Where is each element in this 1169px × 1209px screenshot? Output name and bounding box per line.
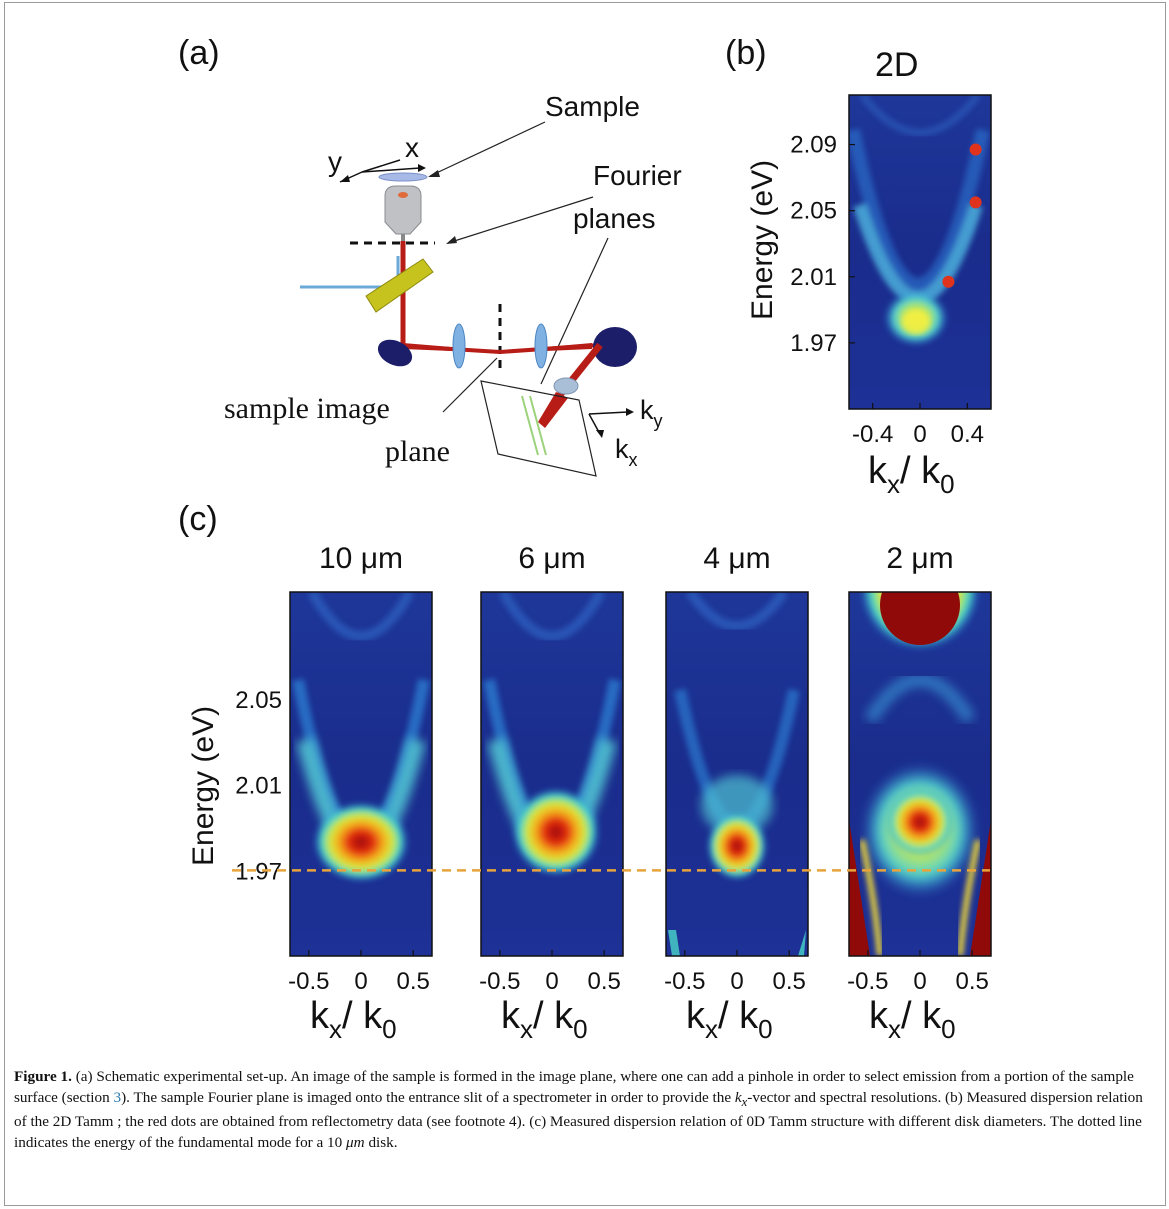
fourier-label-1: Fourier xyxy=(593,160,682,191)
red-dot-3 xyxy=(969,143,982,156)
image-plane-label-2: plane xyxy=(385,435,450,468)
panel-c-heatmap-3 xyxy=(666,592,808,956)
b-ytick-label-3: 2.01 xyxy=(790,264,837,291)
caption-text-2: ). The sample Fourier plane is imaged on… xyxy=(121,1088,735,1106)
c-xtick-label-3-3: 0.5 xyxy=(773,968,806,995)
c-ytick-label-2: 2.01 xyxy=(235,773,282,800)
subplot-xlabel-1: kx/ k0 xyxy=(310,995,397,1044)
b-ytick-label-2: 2.05 xyxy=(790,198,837,225)
c-xtick-label-3-1: -0.5 xyxy=(664,968,705,995)
subplot-title-2: 6 μm xyxy=(518,542,585,575)
axis-x-label: x xyxy=(405,132,419,163)
axis-y-label: y xyxy=(328,146,342,177)
subplot-title-3: 4 μm xyxy=(703,542,770,575)
caption-text-1: (a) Schematic experimental set-up. An im… xyxy=(14,1068,1134,1106)
panel-c-ylabel: Energy (eV) xyxy=(187,706,220,866)
caption-k-sub: x xyxy=(741,1094,748,1109)
figure-caption: Figure 1. (a) Schematic experimental set… xyxy=(14,1067,1154,1153)
panel-b-xlabel: kx/ k0 xyxy=(868,450,955,499)
c-xtick-label-4-3: 0.5 xyxy=(956,968,989,995)
panel-b-label: (b) xyxy=(725,34,767,72)
fourier-label-2: planes xyxy=(573,203,656,234)
caption-text-3: -vector and spectral resolutions. (b) Me… xyxy=(14,1088,1143,1151)
ky-label: ky xyxy=(640,395,663,431)
setup-schematic xyxy=(300,121,637,477)
kx-label: kx xyxy=(615,434,638,470)
panel-b-title: 2D xyxy=(875,46,918,84)
panel-a-label: (a) xyxy=(178,34,220,72)
figure-canvas: (a) Sample x y Fourier planes sample ima… xyxy=(178,34,992,1044)
panel-b-ylabel: Energy (eV) xyxy=(746,160,779,320)
panel-c-heatmap-1 xyxy=(290,592,432,956)
panel-c-heatmap-4 xyxy=(849,592,991,956)
c-xtick-label-4-1: -0.5 xyxy=(847,968,888,995)
panel-c-yticks: 2.05 2.01 1.97 xyxy=(235,687,855,885)
section-link[interactable]: 3 xyxy=(113,1088,122,1106)
panel-b-heatmap xyxy=(849,95,991,409)
subplot-title-4: 2 μm xyxy=(886,542,953,575)
c-xtick-label-1-2: 0 xyxy=(354,968,367,995)
red-dot-2 xyxy=(969,196,982,209)
caption-unit: μm xyxy=(346,1133,365,1151)
caption-k: k xyxy=(734,1088,742,1106)
subplot-title-1: 10 μm xyxy=(319,542,403,575)
sample-label: Sample xyxy=(545,91,640,122)
panel-c-heatmap-2 xyxy=(481,592,623,956)
caption-text-4: disk. xyxy=(364,1133,398,1151)
panel-b-red-dots xyxy=(942,143,982,288)
b-xtick-label-3: 0.4 xyxy=(951,421,984,448)
b-ytick-label-1: 2.09 xyxy=(790,132,837,159)
figure-frame xyxy=(4,2,1166,1206)
c-xtick-label-3-2: 0 xyxy=(730,968,743,995)
c-ytick-label-1: 2.05 xyxy=(235,687,282,714)
c-xtick-label-2-3: 0.5 xyxy=(588,968,621,995)
c-ytick-label-3: 1.97 xyxy=(235,858,282,885)
image-plane-label-1: sample image xyxy=(224,392,390,425)
c-xtick-label-4-2: 0 xyxy=(913,968,926,995)
b-ytick-label-4: 1.97 xyxy=(790,330,837,357)
red-dot-1 xyxy=(942,275,955,288)
c-xtick-label-1-3: 0.5 xyxy=(397,968,430,995)
c-xtick-label-2-2: 0 xyxy=(545,968,558,995)
panel-c-label: (c) xyxy=(178,500,218,538)
subplot-xlabel-3: kx/ k0 xyxy=(686,995,773,1044)
c-xtick-label-1-1: -0.5 xyxy=(288,968,329,995)
panel-c-xticks: -0.5 0 0.5 -0.5 0 0.5 -0.5 0 0.5 -0.5 0 0.5 xyxy=(288,950,989,995)
panel-b-yticks: 2.09 2.05 2.01 1.97 xyxy=(790,132,855,357)
subplot-xlabel-4: kx/ k0 xyxy=(869,995,956,1044)
subplot-xlabel-2: kx/ k0 xyxy=(501,995,588,1044)
caption-lead: Figure 1. xyxy=(14,1068,72,1085)
c-xtick-label-2-1: -0.5 xyxy=(479,968,520,995)
b-xtick-label-1: -0.4 xyxy=(852,421,893,448)
panel-b-xticks: -0.4 0 0.4 xyxy=(852,403,984,448)
b-xtick-label-2: 0 xyxy=(913,421,926,448)
